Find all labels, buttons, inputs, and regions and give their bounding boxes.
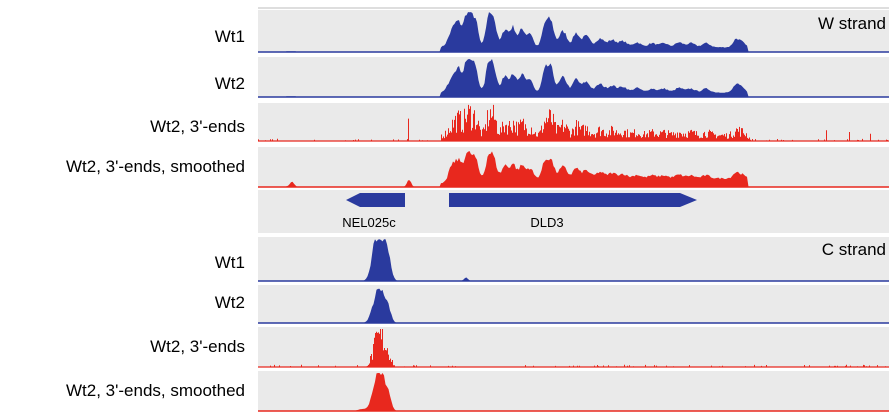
track-label-w-wt2-3ends-smoothed: Wt2, 3'-ends, smoothed xyxy=(66,157,245,176)
gene-arrow-dld3 xyxy=(449,193,697,207)
track-labels: Wt1 Wt2 Wt2, 3'-ends Wt2, 3'-ends, smoot… xyxy=(66,14,886,400)
track-label-c-wt1: Wt1 xyxy=(215,253,245,272)
track-background-c-wt2-3ends xyxy=(258,327,889,367)
strand-label-w: W strand xyxy=(818,14,886,33)
track-background-c-wt1 xyxy=(258,237,889,281)
gene-label-nel025c: NEL025c xyxy=(342,215,396,230)
signal-area-w-wt2-3ends-smoothed xyxy=(258,151,889,187)
gene-arrow-nel025c xyxy=(346,193,405,207)
gene-annotation-track: NEL025c DLD3 xyxy=(342,193,697,230)
signal-area-c-wt2 xyxy=(258,288,889,323)
signal-spikes-c-wt2-3ends xyxy=(258,329,889,367)
signal-tracks xyxy=(258,12,889,412)
track-label-c-wt2-3ends: Wt2, 3'-ends xyxy=(150,337,245,356)
strand-label-c: C strand xyxy=(822,240,886,259)
track-label-w-wt2: Wt2 xyxy=(215,74,245,93)
signal-area-w-wt2 xyxy=(258,59,889,97)
signal-area-w-wt1 xyxy=(258,12,889,53)
track-label-w-wt1: Wt1 xyxy=(215,27,245,46)
signal-area-c-wt1 xyxy=(258,239,889,281)
track-backgrounds xyxy=(258,7,889,411)
signal-spikes-w-wt2-3ends xyxy=(258,104,889,141)
track-label-w-wt2-3ends: Wt2, 3'-ends xyxy=(150,117,245,136)
signal-area-c-wt2-3ends-smoothed xyxy=(258,373,889,411)
gene-label-dld3: DLD3 xyxy=(530,215,563,230)
track-background-c-wt2 xyxy=(258,285,889,323)
track-background-c-wt2-3ends-smoothed xyxy=(258,371,889,411)
track-label-c-wt2: Wt2 xyxy=(215,293,245,312)
track-label-c-wt2-3ends-smoothed: Wt2, 3'-ends, smoothed xyxy=(66,381,245,400)
